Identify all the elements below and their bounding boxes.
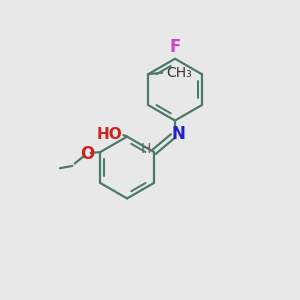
Text: HO: HO <box>97 127 123 142</box>
Text: CH₃: CH₃ <box>166 66 192 80</box>
Text: F: F <box>169 38 181 56</box>
Text: H: H <box>140 142 151 155</box>
Text: O: O <box>80 145 94 163</box>
Text: N: N <box>172 125 185 143</box>
